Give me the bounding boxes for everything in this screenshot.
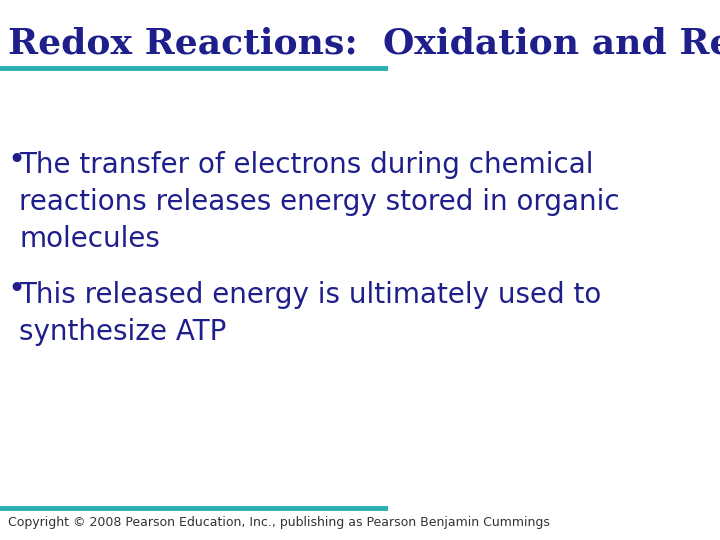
Text: •: • [8, 275, 26, 305]
Text: Redox Reactions:  Oxidation and Reduction: Redox Reactions: Oxidation and Reduction [8, 27, 720, 61]
Text: This released energy is ultimately used to
synthesize ATP: This released energy is ultimately used … [19, 281, 602, 346]
Text: Copyright © 2008 Pearson Education, Inc., publishing as Pearson Benjamin Cumming: Copyright © 2008 Pearson Education, Inc.… [8, 516, 549, 529]
Text: The transfer of electrons during chemical
reactions releases energy stored in or: The transfer of electrons during chemica… [19, 151, 620, 253]
Text: •: • [8, 146, 26, 175]
